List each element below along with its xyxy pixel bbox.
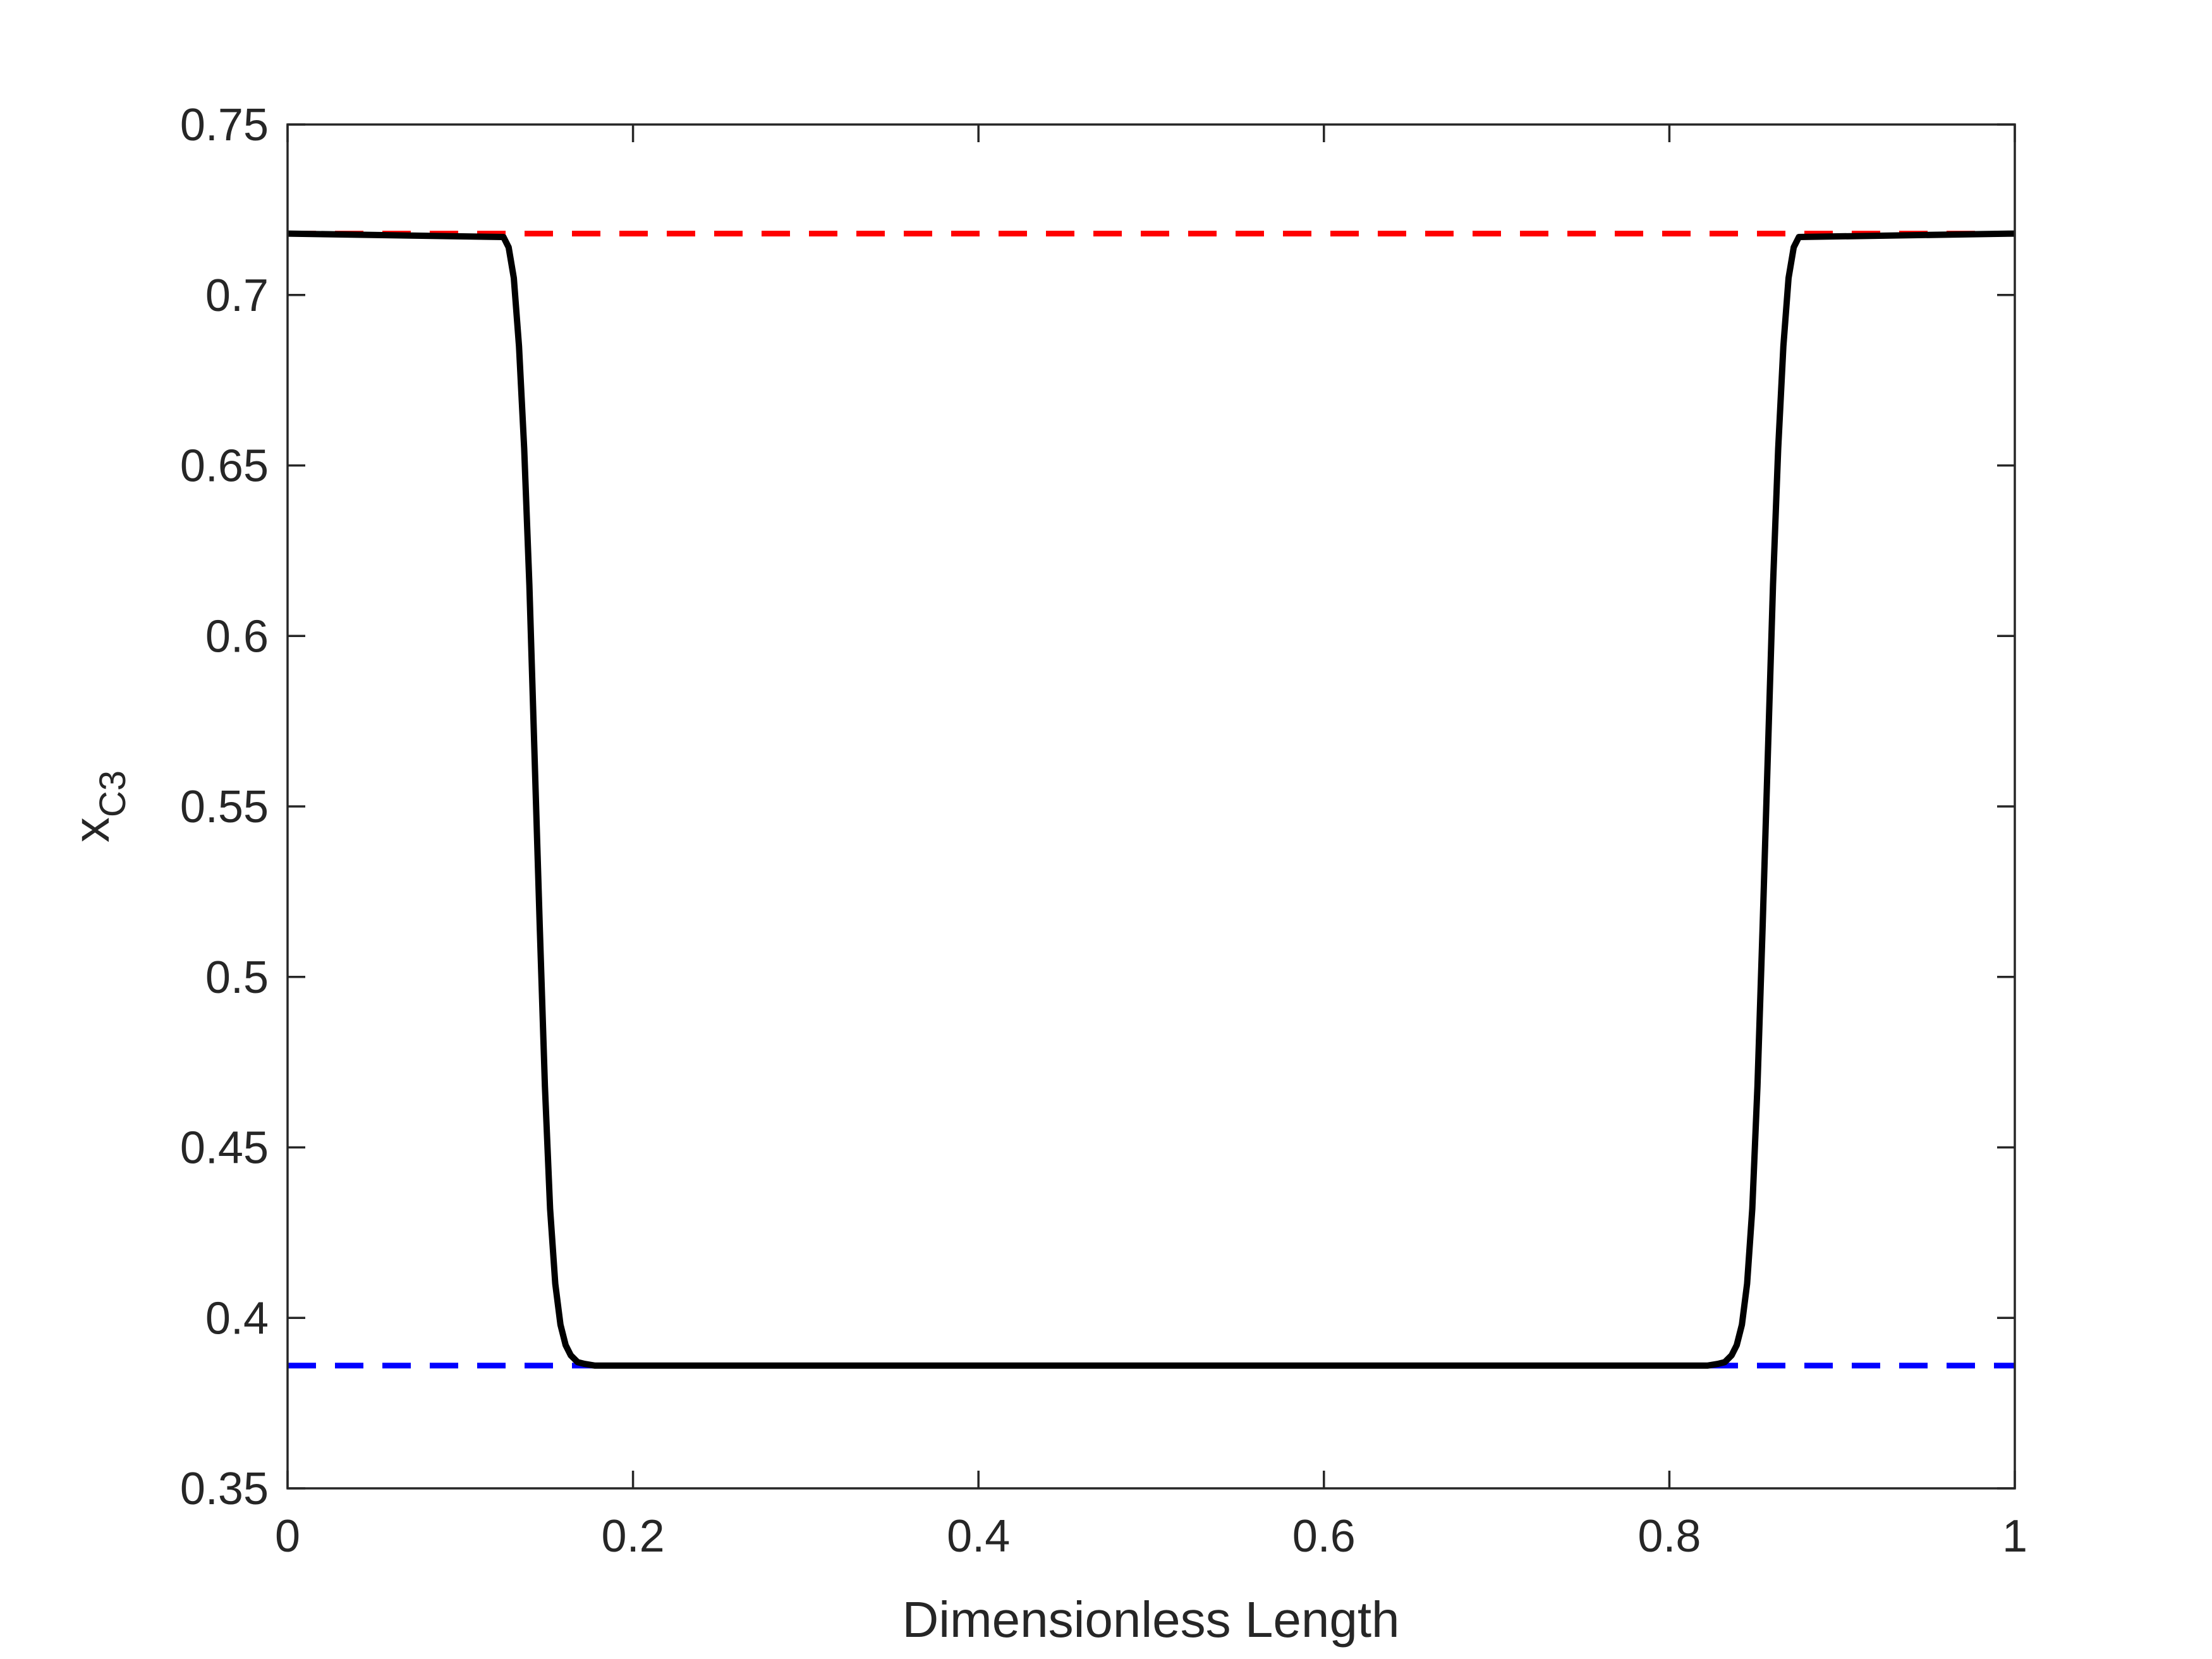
y-axis-title-main: x — [63, 817, 119, 842]
x-tick-label: 0.2 — [602, 1511, 665, 1562]
axes-box — [286, 123, 2016, 1490]
profile-solid-line — [288, 230, 2015, 1369]
y-tick-label: 0.65 — [180, 441, 269, 492]
y-axis-title: xC3 — [63, 770, 133, 842]
x-tick-label: 1 — [2002, 1511, 2027, 1562]
y-tick-label: 0.5 — [205, 952, 269, 1003]
x-tick-label: 0.6 — [1292, 1511, 1356, 1562]
x-tick-label: 0.8 — [1638, 1511, 1701, 1562]
series-layer — [288, 230, 2015, 1369]
plot-area — [288, 125, 2015, 1488]
y-tick-labels: 0.35 0.4 0.45 0.5 0.55 0.6 0.65 0.7 0.75 — [180, 100, 269, 1514]
x-tick-label: 0.4 — [947, 1511, 1010, 1562]
y-tick-label: 0.45 — [180, 1123, 269, 1174]
y-tick-label: 0.7 — [205, 270, 269, 321]
y-tick-label: 0.6 — [205, 611, 269, 662]
y-tick-label: 0.4 — [205, 1293, 269, 1344]
y-tick-label: 0.35 — [180, 1464, 269, 1514]
x-tick-label: 0 — [275, 1511, 300, 1562]
x-tick-labels: 0 0.2 0.4 0.6 0.8 1 — [275, 1511, 2027, 1562]
x-axis-title: Dimensionless Length — [902, 1591, 1399, 1648]
y-axis-title-subscript: C3 — [92, 770, 133, 817]
y-tick-label: 0.75 — [180, 100, 269, 150]
y-tick-label: 0.55 — [180, 782, 269, 832]
